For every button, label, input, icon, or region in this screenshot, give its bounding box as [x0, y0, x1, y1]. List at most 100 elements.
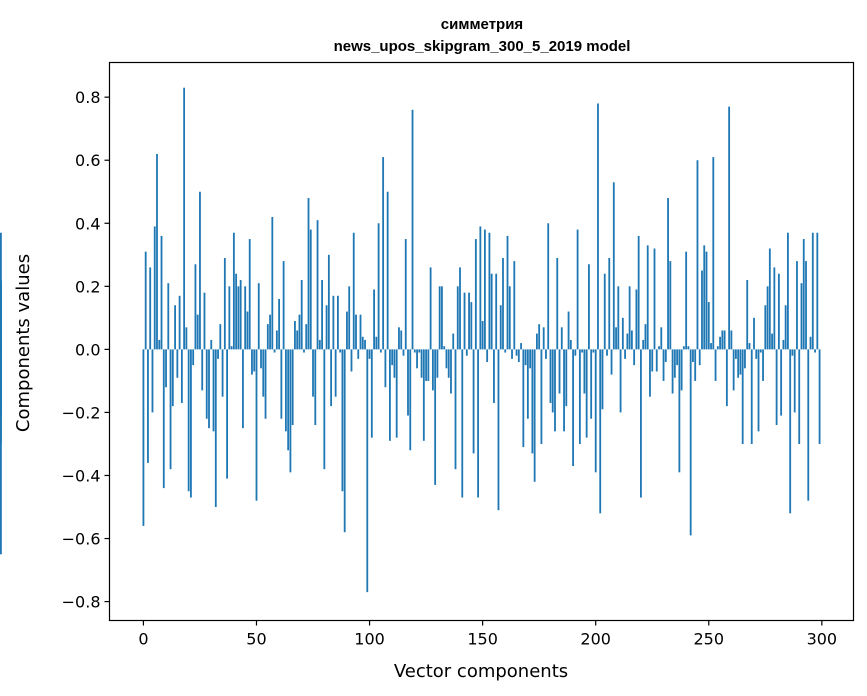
bar-41: [235, 273, 238, 350]
bar-177: [542, 327, 545, 350]
bar-273: [759, 349, 762, 353]
bar-264: [739, 349, 742, 375]
bar-136: [450, 349, 452, 394]
bar-undefined: [0, 349, 2, 410]
bar-203: [601, 349, 604, 410]
bar-145: [470, 302, 473, 350]
bar-248: [703, 245, 706, 350]
bar-96: [359, 314, 362, 350]
bar-262: [735, 349, 737, 359]
bar-64: [287, 349, 290, 451]
bar-87: [339, 349, 342, 353]
bar-161: [506, 235, 509, 350]
bar-75: [312, 349, 314, 397]
bar-50: [255, 349, 258, 501]
y-tick-label: −0.4: [62, 466, 101, 485]
bar-298: [816, 232, 819, 350]
bar-280: [775, 349, 778, 426]
bar-111: [393, 349, 396, 378]
bar-254: [716, 346, 719, 350]
bar-33: [217, 349, 219, 359]
bar-184: [558, 349, 561, 394]
bar-94: [355, 314, 357, 350]
bar-270: [753, 317, 755, 350]
bar-163: [511, 349, 513, 359]
bar-290: [798, 349, 801, 444]
bar-297: [814, 349, 816, 353]
bar-257: [723, 330, 726, 350]
bar-39: [230, 346, 233, 350]
bar-undefined: [0, 339, 2, 350]
bar-141: [461, 349, 464, 498]
bar-65: [289, 349, 292, 473]
bar-21: [190, 349, 192, 498]
bar-128: [431, 349, 434, 391]
x-tick-label: 150: [467, 630, 498, 649]
bar-140: [459, 267, 461, 350]
bar-241: [687, 346, 690, 350]
bar-230: [662, 349, 665, 381]
bar-62: [282, 261, 285, 350]
bar-252: [712, 157, 715, 350]
bar-23: [194, 264, 197, 350]
bar-222: [644, 324, 647, 350]
bar-192: [576, 229, 579, 350]
bar-44: [242, 349, 244, 429]
bar-169: [524, 349, 527, 366]
bar-88: [341, 349, 344, 492]
bar-57: [271, 216, 274, 350]
bar-104: [377, 223, 380, 350]
bar-162: [508, 286, 511, 350]
bar-275: [764, 305, 767, 350]
bar-271: [755, 349, 758, 359]
y-tick-label: 0.6: [75, 151, 100, 170]
bar-98: [364, 339, 366, 350]
bar-227: [655, 349, 658, 372]
bar-299: [818, 349, 821, 444]
y-axis-ticks: −0.8 −0.6 −0.4 −0.2 0.0 0.2 0.4 0.6 0.8: [62, 88, 110, 612]
bar-22: [192, 349, 195, 366]
bar-1: [144, 251, 147, 350]
bar-124: [422, 349, 425, 441]
bar-223: [646, 245, 649, 350]
bar-166: [517, 349, 520, 362]
bar-129: [434, 349, 437, 485]
bar-121: [416, 349, 418, 369]
bar-106: [382, 157, 385, 350]
bar-259: [728, 106, 731, 350]
bar-191: [574, 349, 577, 356]
bar-24: [196, 314, 199, 350]
bar-173: [533, 349, 536, 482]
bar-36: [223, 257, 226, 350]
bar-25: [199, 191, 201, 350]
bar-189: [569, 339, 572, 350]
bar-3: [149, 267, 152, 350]
bar-95: [357, 349, 360, 359]
bar-73: [307, 198, 310, 350]
bar-288: [793, 349, 796, 413]
bar-289: [796, 261, 798, 350]
bar-27: [203, 292, 206, 350]
bar-80: [323, 349, 326, 470]
bar-103: [375, 336, 378, 350]
y-tick-label: 0.0: [75, 340, 100, 359]
bar-225: [651, 349, 654, 372]
bar-157: [497, 349, 500, 511]
bar-46: [246, 311, 249, 350]
bar-154: [490, 273, 493, 350]
bar-153: [488, 232, 491, 350]
bar-217: [633, 349, 636, 366]
bar-82: [327, 254, 330, 350]
bar-16: [178, 295, 181, 350]
bar-185: [560, 327, 563, 350]
bar-undefined: [0, 349, 2, 555]
bar-284: [784, 305, 787, 350]
bar-186: [563, 349, 565, 432]
bar-193: [578, 349, 581, 444]
bar-0: [142, 349, 145, 526]
bar-undefined: [0, 283, 2, 350]
bar-7: [158, 339, 161, 350]
bar-120: [413, 349, 416, 353]
bar-19: [185, 327, 188, 350]
bar-165: [515, 349, 518, 356]
